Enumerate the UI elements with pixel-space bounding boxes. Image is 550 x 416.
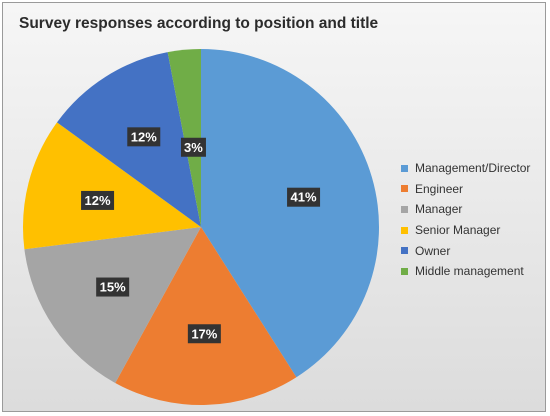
data-label-box (96, 277, 130, 297)
legend-swatch (401, 226, 408, 234)
legend-swatch (401, 267, 408, 275)
data-label-box (187, 324, 221, 344)
legend-label: Senior Manager (415, 223, 501, 238)
pie-chart: 41% 17% 15% 12% 12% 3% (22, 49, 380, 405)
chart-frame: Survey responses according to position a… (2, 2, 546, 412)
data-label-text: 12% (85, 193, 111, 208)
data-label-text: 41% (291, 190, 317, 205)
pie-slice-senior-manager (22, 122, 202, 250)
data-label-middle-management: 3% (180, 137, 206, 157)
data-label-management-director: 41% (287, 187, 321, 207)
data-label-text: 17% (191, 326, 217, 341)
legend-label: Engineer (415, 181, 464, 196)
legend-item-owner: Owner (401, 240, 530, 261)
data-label-manager: 15% (96, 277, 130, 297)
data-label-text: 12% (131, 129, 157, 144)
data-label-senior-manager: 12% (81, 190, 115, 210)
pie-slice-management-director (201, 49, 380, 378)
chart-legend: Management/Director Engineer Manager Senior… (401, 158, 530, 282)
pie-slice-engineer (115, 227, 297, 405)
data-label-text: 3% (184, 140, 203, 155)
data-label-box (81, 190, 115, 210)
data-label-owner: 12% (127, 127, 161, 147)
legend-label: Middle management (415, 264, 524, 279)
legend-item-senior-manager: Senior Manager (401, 220, 530, 241)
legend-item-manager: Manager (401, 199, 530, 220)
legend-label: Owner (415, 243, 451, 258)
legend-swatch (401, 185, 408, 193)
legend-swatch (401, 164, 408, 172)
legend-label: Management/Director (415, 161, 531, 176)
legend-item-management-director: Management/Director (401, 158, 530, 179)
data-label-box (127, 127, 161, 147)
chart-title: Survey responses according to position a… (19, 15, 379, 32)
legend-item-engineer: Engineer (401, 179, 530, 200)
legend-swatch (401, 247, 408, 255)
legend-label: Manager (415, 202, 463, 217)
data-label-box (287, 187, 321, 207)
legend-item-middle-management: Middle management (401, 261, 530, 282)
pie-slice-manager (24, 227, 202, 383)
data-label-box (180, 137, 206, 157)
legend-swatch (401, 205, 408, 213)
data-label-text: 15% (100, 280, 126, 295)
data-label-engineer: 17% (187, 324, 221, 344)
